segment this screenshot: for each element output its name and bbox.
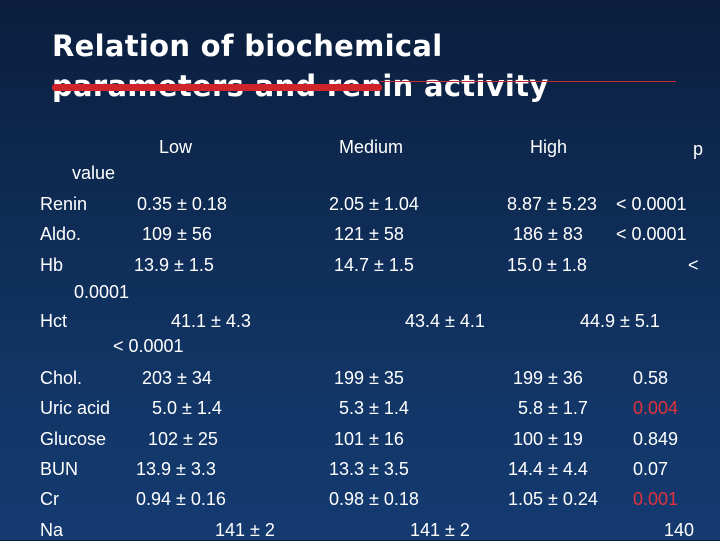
aldo-high: 186 ± 83 <box>513 224 583 244</box>
row-label-uric-acid: Uric acid <box>40 398 111 418</box>
row-label-hct: Hct <box>40 311 67 331</box>
hct-high: 44.9 ± 5.1 <box>580 311 660 331</box>
uric-acid-medium: 5.3 ± 1.4 <box>339 398 409 418</box>
glucose-medium: 101 ± 16 <box>334 429 404 449</box>
hb-medium: 14.7 ± 1.5 <box>334 255 414 275</box>
row-label-renin: Renin <box>40 194 88 214</box>
hb-high: 15.0 ± 1.8 <box>507 255 587 275</box>
header-high: High <box>530 137 568 157</box>
bun-high: 14.4 ± 4.4 <box>508 459 588 479</box>
glucose-low: 102 ± 25 <box>148 429 218 449</box>
cr-high: 1.05 ± 0.24 <box>508 489 598 509</box>
na-p: 140 <box>664 520 695 540</box>
uric-acid-high: 5.8 ± 1.7 <box>518 398 588 418</box>
hct-low: 41.1 ± 4.3 <box>171 311 251 331</box>
header-p-value: value <box>72 163 116 183</box>
aldo-low: 109 ± 56 <box>142 224 212 244</box>
renin-medium: 2.05 ± 1.04 <box>329 194 419 214</box>
bun-medium: 13.3 ± 3.5 <box>329 459 409 479</box>
row-label-bun: BUN <box>40 459 79 479</box>
header-low: Low <box>159 137 193 157</box>
row-label-hb: Hb <box>40 255 64 275</box>
glucose-p: 0.849 <box>633 429 679 449</box>
row-label-aldo: Aldo. <box>40 224 82 244</box>
hb-p: < <box>688 255 699 275</box>
row-label-na: Na <box>40 520 64 540</box>
slide-title-line-1: Relation of biochemical <box>52 29 443 63</box>
aldo-p: < 0.0001 <box>616 224 687 244</box>
renin-low: 0.35 ± 0.18 <box>137 194 227 214</box>
title-underline-rule <box>380 81 676 82</box>
uric-acid-p: 0.004 <box>633 398 679 418</box>
hb-low: 13.9 ± 1.5 <box>134 255 214 275</box>
uric-acid-low: 5.0 ± 1.4 <box>152 398 222 418</box>
chol-high: 199 ± 36 <box>513 368 583 388</box>
renin-high: 8.87 ± 5.23 <box>507 194 597 214</box>
na-low: 141 ± 2 <box>215 520 275 540</box>
row-label-glucose: Glucose <box>40 429 107 449</box>
header-p: p <box>693 139 704 159</box>
chol-low: 203 ± 34 <box>142 368 212 388</box>
chol-medium: 199 ± 35 <box>334 368 404 388</box>
glucose-high: 100 ± 19 <box>513 429 583 449</box>
title-underline-bar <box>52 84 382 91</box>
na-medium: 141 ± 2 <box>410 520 470 540</box>
hct-p: < 0.0001 <box>113 336 184 356</box>
header-medium: Medium <box>339 137 404 157</box>
cr-medium: 0.98 ± 0.18 <box>329 489 419 509</box>
aldo-medium: 121 ± 58 <box>334 224 404 244</box>
bun-p: 0.07 <box>633 459 669 479</box>
renin-p: < 0.0001 <box>616 194 687 214</box>
hct-medium: 43.4 ± 4.1 <box>405 311 485 331</box>
bun-low: 13.9 ± 3.3 <box>136 459 216 479</box>
chol-p: 0.58 <box>633 368 669 388</box>
row-label-cr: Cr <box>40 489 59 509</box>
cr-low: 0.94 ± 0.16 <box>136 489 226 509</box>
hb-p-cont: 0.0001 <box>74 282 130 302</box>
row-label-chol: Chol. <box>40 368 83 388</box>
slide-title: Relation of biochemical parameters and r… <box>52 26 612 106</box>
cr-p: 0.001 <box>633 489 679 509</box>
